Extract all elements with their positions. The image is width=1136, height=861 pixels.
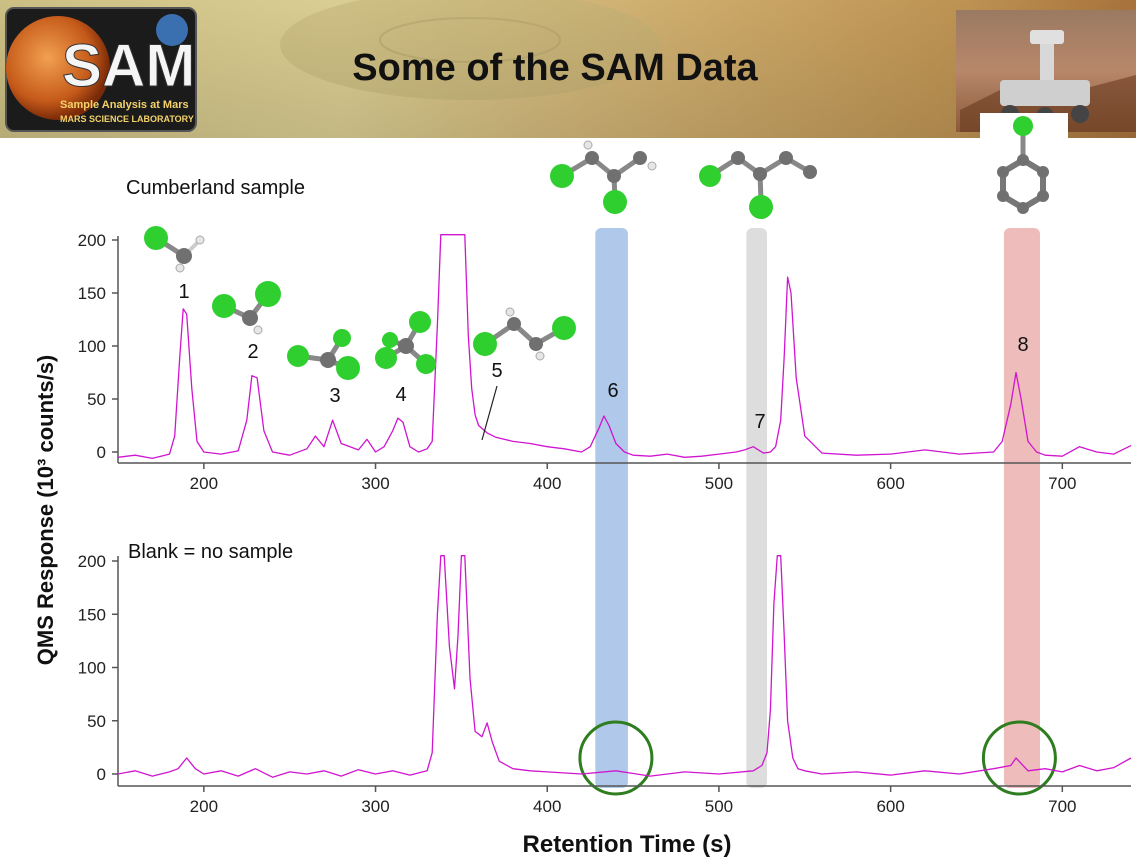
blue-band [595, 228, 628, 788]
logo-text: SAM [62, 32, 195, 99]
highlight-circle-0 [578, 720, 654, 796]
y-tick-label: 100 [78, 659, 106, 678]
peak-label-2: 2 [247, 341, 258, 363]
x-tick-label: 300 [361, 474, 389, 493]
peak-label-1: 1 [178, 281, 189, 303]
x-tick-label: 400 [533, 797, 561, 816]
x-tick-label: 600 [876, 474, 904, 493]
logo-subtitle2: MARS SCIENCE LABORATORY [60, 114, 194, 124]
highlight-circles [578, 720, 1057, 796]
x-axis-label: Retention Time (s) [523, 831, 732, 858]
logo-subtitle: Sample Analysis at Mars [60, 99, 189, 111]
header-banner: SAM Sample Analysis at Mars MARS SCIENCE… [0, 0, 1136, 138]
y-tick-label: 50 [87, 390, 106, 409]
y-tick-label: 200 [78, 552, 106, 571]
y-tick-label: 100 [78, 337, 106, 356]
cumberland-panel: 0 50 100 150 200 200 300 400 500 600 700 1 2 3 4 5 6 7 8 [78, 231, 1132, 493]
sam-logo: SAM Sample Analysis at Mars MARS SCIENCE… [5, 7, 197, 132]
molecule-carbon-tetrachloride-icon [375, 311, 436, 374]
peak5-leader-line [481, 385, 498, 441]
y-tick-label: 150 [78, 605, 106, 624]
molecule-chloromethane-icon [144, 226, 205, 273]
highlight-bands [595, 228, 1041, 788]
x-tick-label: 300 [361, 797, 389, 816]
banner-svg: SAM Sample Analysis at Mars MARS SCIENCE… [0, 0, 1136, 138]
x-tick-label: 500 [705, 474, 733, 493]
molecule-dichloromethane-icon [212, 281, 281, 335]
y-tick-label: 150 [78, 284, 106, 303]
peak-label-8: 8 [1017, 334, 1028, 356]
molecule-dichloroethene-icon [473, 307, 576, 361]
peak-label-4: 4 [395, 384, 406, 406]
page-title: Some of the SAM Data [352, 47, 758, 89]
y-tick-label: 50 [87, 712, 106, 731]
peak-label-3: 3 [329, 385, 340, 407]
y-axis-label: QMS Response (10³ counts/s) [33, 355, 58, 666]
x-tick-label: 600 [876, 797, 904, 816]
series-line-1-0 [117, 555, 1132, 778]
y-tick-label: 0 [97, 443, 106, 462]
x-tick-label: 700 [1048, 797, 1076, 816]
peak-label-7: 7 [754, 411, 765, 433]
pink-band [1003, 228, 1041, 788]
x-tick-label: 400 [533, 474, 561, 493]
molecule-chlorobenzene-icon [980, 113, 1068, 223]
molecule-chloroform-icon [287, 329, 360, 380]
x-tick-label: 200 [190, 797, 218, 816]
panel-title-blank: Blank = no sample [128, 541, 293, 563]
y-tick-label: 0 [97, 765, 106, 784]
gray-band [746, 228, 768, 788]
highlight-circle-1 [981, 720, 1057, 796]
earth-icon [156, 14, 188, 46]
panel-title-cumberland: Cumberland sample [126, 177, 305, 199]
x-tick-label: 200 [190, 474, 218, 493]
molecule-dichloropropene-icon [550, 140, 657, 214]
peak-label-5: 5 [491, 360, 502, 382]
rover-mast-icon [1040, 40, 1054, 90]
blank-panel: 0 50 100 150 200 200 300 400 500 600 700 [78, 552, 1132, 816]
x-tick-label: 500 [705, 797, 733, 816]
series-line-0-0 [117, 234, 1132, 460]
mars-globe-icon [6, 16, 110, 120]
y-tick-label: 200 [78, 231, 106, 250]
x-tick-label: 700 [1048, 474, 1076, 493]
peak-label-6: 6 [607, 380, 618, 402]
molecule-dichlorobutene-icon [699, 151, 817, 219]
